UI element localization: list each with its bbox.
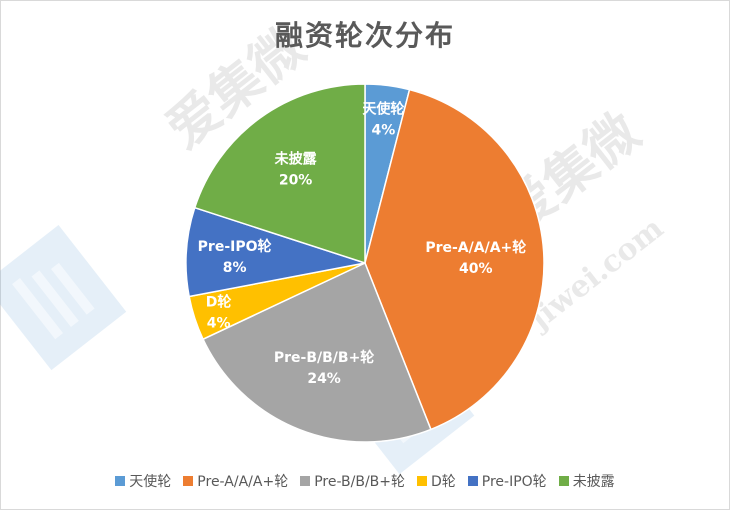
slice-value-label: 40% bbox=[459, 261, 493, 277]
slice-category-label: Pre-A/A/A+轮 bbox=[425, 239, 526, 256]
slice-value-label: 4% bbox=[207, 316, 231, 332]
slice-labels: 天使轮 4% Pre-A/A/A+轮 40% Pre-B/B/B+轮 24% D轮 4% Pre… bbox=[198, 100, 527, 387]
pie-slice bbox=[185, 206, 366, 298]
slice-category-label: 天使轮 bbox=[362, 100, 404, 117]
pie-slice bbox=[364, 88, 545, 431]
slice-category-label: Pre-B/B/B+轮 bbox=[274, 349, 374, 366]
legend-label: D轮 bbox=[431, 474, 456, 490]
slice-category-label: 未披露 bbox=[275, 150, 318, 167]
watermark-logo-stripe bbox=[31, 270, 79, 327]
legend-swatch bbox=[558, 476, 569, 486]
legend-swatch bbox=[300, 476, 311, 486]
pie-slice bbox=[193, 83, 366, 265]
legend-item: Pre-IPO轮 bbox=[467, 471, 547, 491]
pie-slices bbox=[185, 83, 545, 443]
legend-label: 天使轮 bbox=[129, 474, 172, 490]
watermark-logo-stripe bbox=[12, 277, 64, 340]
legend-label: Pre-IPO轮 bbox=[481, 474, 547, 490]
chart-title: 融资轮次分布 bbox=[274, 19, 455, 52]
legend: 天使轮 Pre-A/A/A+轮 Pre-B/B/B+轮 D轮 Pre-IPO轮 未披露 bbox=[0, 469, 730, 493]
legend-swatch bbox=[417, 476, 427, 486]
legend-label: Pre-A/A/A+轮 bbox=[197, 474, 289, 490]
slice-value-label: 8% bbox=[223, 260, 247, 276]
watermark-logo-left bbox=[0, 225, 127, 371]
legend-item: Pre-B/B/B+轮 bbox=[300, 471, 405, 491]
legend-item: 未披露 bbox=[558, 471, 615, 491]
pie-slice bbox=[202, 261, 432, 443]
legend-label: Pre-B/B/B+轮 bbox=[314, 474, 405, 490]
legend-label: 未披露 bbox=[572, 474, 615, 490]
slice-value-label: 24% bbox=[307, 371, 341, 387]
legend-swatch bbox=[183, 476, 194, 486]
slice-category-label: Pre-IPO轮 bbox=[198, 238, 272, 255]
slice-value-label: 4% bbox=[372, 122, 396, 138]
legend-swatch bbox=[115, 476, 126, 486]
slice-category-label: D轮 bbox=[206, 294, 232, 311]
legend-item: D轮 bbox=[417, 471, 456, 491]
watermark-logo-stripe bbox=[50, 262, 95, 315]
legend-item: 天使轮 bbox=[115, 471, 171, 491]
slice-value-label: 20% bbox=[279, 172, 313, 188]
legend-swatch bbox=[467, 476, 478, 486]
legend-item: Pre-A/A/A+轮 bbox=[183, 471, 288, 491]
